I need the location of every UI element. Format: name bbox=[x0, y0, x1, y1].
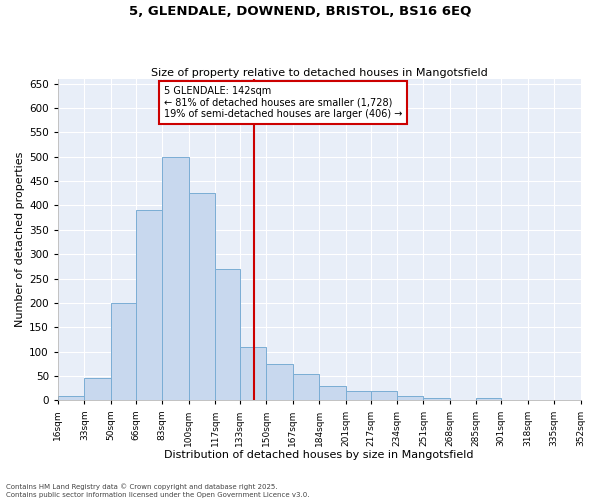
Bar bbox=[346, 390, 371, 400]
Bar bbox=[371, 390, 397, 400]
Bar bbox=[85, 378, 111, 400]
Bar bbox=[476, 398, 501, 400]
Bar bbox=[188, 194, 215, 400]
Bar bbox=[240, 347, 266, 401]
Bar bbox=[266, 364, 293, 401]
Bar bbox=[397, 396, 424, 400]
Bar bbox=[58, 396, 85, 400]
Bar bbox=[215, 269, 240, 400]
Bar bbox=[136, 210, 162, 400]
Y-axis label: Number of detached properties: Number of detached properties bbox=[15, 152, 25, 328]
Text: Contains HM Land Registry data © Crown copyright and database right 2025.
Contai: Contains HM Land Registry data © Crown c… bbox=[6, 484, 310, 498]
Text: 5 GLENDALE: 142sqm
← 81% of detached houses are smaller (1,728)
19% of semi-deta: 5 GLENDALE: 142sqm ← 81% of detached hou… bbox=[164, 86, 402, 120]
Bar bbox=[293, 374, 319, 400]
Bar bbox=[111, 303, 136, 400]
X-axis label: Distribution of detached houses by size in Mangotsfield: Distribution of detached houses by size … bbox=[164, 450, 474, 460]
Bar bbox=[162, 157, 188, 400]
Bar bbox=[319, 386, 346, 400]
Bar bbox=[424, 398, 450, 400]
Title: Size of property relative to detached houses in Mangotsfield: Size of property relative to detached ho… bbox=[151, 68, 488, 78]
Text: 5, GLENDALE, DOWNEND, BRISTOL, BS16 6EQ: 5, GLENDALE, DOWNEND, BRISTOL, BS16 6EQ bbox=[129, 5, 471, 18]
